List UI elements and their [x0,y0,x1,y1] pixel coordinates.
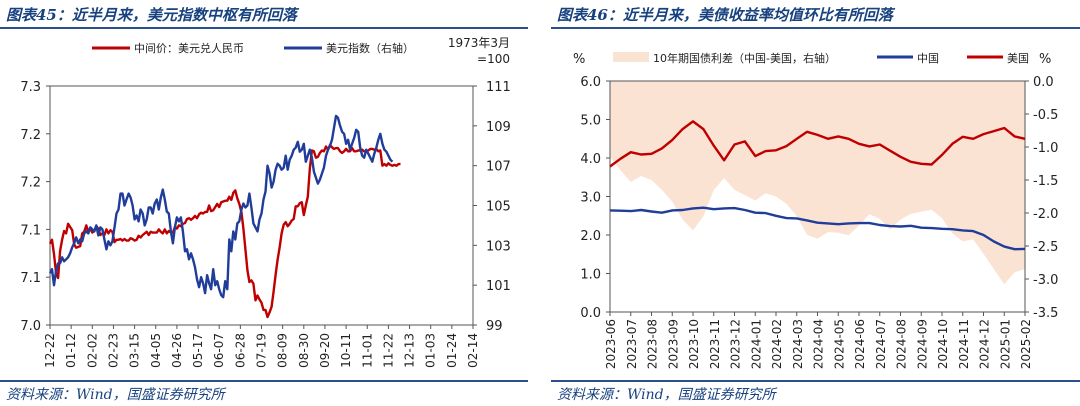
right-chart: 0.0 1.0 2.0 3.0 4.0 5.0 6.0 0.0 -0.5 -1.0 -1.5 -2.0… [573,51,1058,369]
x-tick-label: 2023-08 [646,319,660,369]
right-title-rule [551,27,1080,29]
legend-label: 美国 [1007,52,1029,65]
x-tick-label: 12-13 [403,333,417,368]
x-tick-label: 11-01 [360,333,374,368]
china-yield-line [609,206,1026,251]
right-y-tick-label: -1.5 [1033,174,1058,189]
x-tick-label: 02-14 [466,333,480,368]
spread-area [610,81,1025,285]
right-y-tick-label: -1.0 [1033,141,1058,156]
x-tick-label: 09-20 [318,333,332,368]
left-y-tick-label: 7.0 [20,319,41,334]
x-tick-label: 02-02 [85,333,99,368]
left-chart-title: 图表45：近半月来，美元指数中枢有所回落 [6,6,297,24]
x-tick-label: 2023-12 [729,319,743,369]
x-tick-label: 2024-10 [936,319,950,369]
right-y-tick-label: -2.0 [1033,207,1058,222]
left-y-tick-label: 7.1 [20,223,41,238]
left-chart-source: 资料来源：Wind，国盛证券研究所 [6,387,225,403]
x-tick-label: 2023-07 [625,319,639,369]
left-y-tick-label: 2.0 [580,229,601,244]
left-y-tick-label: 5.0 [580,114,601,129]
right-y-tick-label: 107 [486,160,511,175]
left-footer-rule [0,380,528,382]
right-axis-note: =100 [477,52,510,66]
left-y-tick-label: 1.0 [580,268,601,283]
x-tick-label: 2024-08 [895,319,909,369]
us-yield-line [609,120,1026,168]
x-tick-label: 05-17 [191,333,205,368]
right-y-tick-label: 111 [486,80,511,95]
x-tick-label: 07-19 [255,333,269,368]
x-tick-label: 06-07 [212,333,226,368]
x-tick-label: 2023-10 [687,319,701,369]
right-y-tick-label: 99 [486,319,503,334]
x-tick-label: 2023-11 [708,319,722,369]
left-y-tick-label: 7.1 [20,271,41,286]
x-tick-label: 2023-06 [604,319,618,369]
x-tick-label: 2024-04 [812,319,826,369]
legend-label: 中间价：美元兑人民币 [134,41,244,55]
x-tick-label: 03-15 [128,333,142,368]
right-chart-title: 图表46：近半月来，美债收益率均值环比有所回落 [557,6,893,24]
x-tick-label: 06-28 [233,333,247,368]
right-y-tick-label: 105 [486,200,511,215]
left-y-tick-label: 0.0 [580,306,601,321]
left-y-tick-label: 3.0 [580,191,601,206]
right-y-tick-label: 103 [486,239,511,254]
x-tick-label: 08-09 [276,333,290,368]
x-tick-label: 2025-02 [1019,319,1033,369]
x-tick-label: 01-12 [64,333,78,368]
left-y-tick-label: 7.2 [20,128,41,143]
left-chart: 7.3 7.2 7.2 7.1 7.1 7.0 111 109 107 105 103 101 99 12… [20,36,511,368]
left-y-tick-label: 7.2 [20,176,41,191]
x-tick-label: 01-03 [424,333,438,368]
x-tick-label: 2024-02 [770,319,784,369]
x-tick-label: 2024-01 [749,319,763,369]
legend-label: 中国 [917,52,939,65]
dollar-index-line [48,114,394,299]
x-tick-label: 2024-06 [853,319,867,369]
right-y-tick-label: -2.5 [1033,240,1058,255]
legend-label: 10年期国债利差（中国-美国，右轴） [653,51,836,65]
usdcny-midpoint-line [48,143,401,319]
x-tick-label: 10-11 [339,333,353,368]
legend-swatch [613,52,649,62]
x-tick-label: 2024-09 [915,319,929,369]
left-y-tick-label: 7.3 [20,80,41,95]
right-y-tick-label: 0.0 [1033,75,1054,90]
x-tick-label: 2023-09 [666,319,680,369]
x-tick-label: 2024-05 [832,319,846,369]
x-tick-label: 04-05 [149,333,163,368]
left-y-tick-label: 4.0 [580,152,601,167]
x-tick-label: 2024-07 [874,319,888,369]
x-tick-label: 12-22 [43,333,57,368]
x-tick-label: 2024-11 [957,319,971,369]
right-axis-unit: % [1039,52,1051,67]
right-axis-note: 1973年3月 [448,36,510,50]
left-panel: 图表45：近半月来，美元指数中枢有所回落 7.3 7.2 7.2 7.1 7.1 7.0 1… [0,0,528,406]
x-tick-label: 2024-12 [978,319,992,369]
x-tick-label: 04-26 [170,333,184,368]
right-footer-rule [551,380,1080,382]
x-tick-label: 2025-01 [998,319,1012,369]
x-tick-label: 08-30 [297,333,311,368]
right-y-tick-label: 101 [486,279,511,294]
right-y-tick-label: -3.5 [1033,306,1058,321]
right-chart-source: 资料来源：Wind，国盛证券研究所 [557,387,776,403]
legend-label: 美元指数（右轴） [326,41,414,55]
left-axis-unit: % [573,52,585,67]
right-y-tick-label: -3.0 [1033,273,1058,288]
right-panel: 图表46：近半月来，美债收益率均值环比有所回落 0.0 1.0 2.0 3.0 4.0 5… [551,0,1080,406]
right-y-tick-label: 109 [486,120,511,135]
left-title-rule [0,27,528,29]
left-y-tick-label: 6.0 [580,75,601,90]
x-tick-label: 02-23 [106,333,120,368]
right-y-tick-label: -0.5 [1033,108,1058,123]
x-tick-label: 11-22 [381,333,395,368]
x-tick-label: 2024-03 [791,319,805,369]
x-tick-label: 01-24 [445,333,459,368]
